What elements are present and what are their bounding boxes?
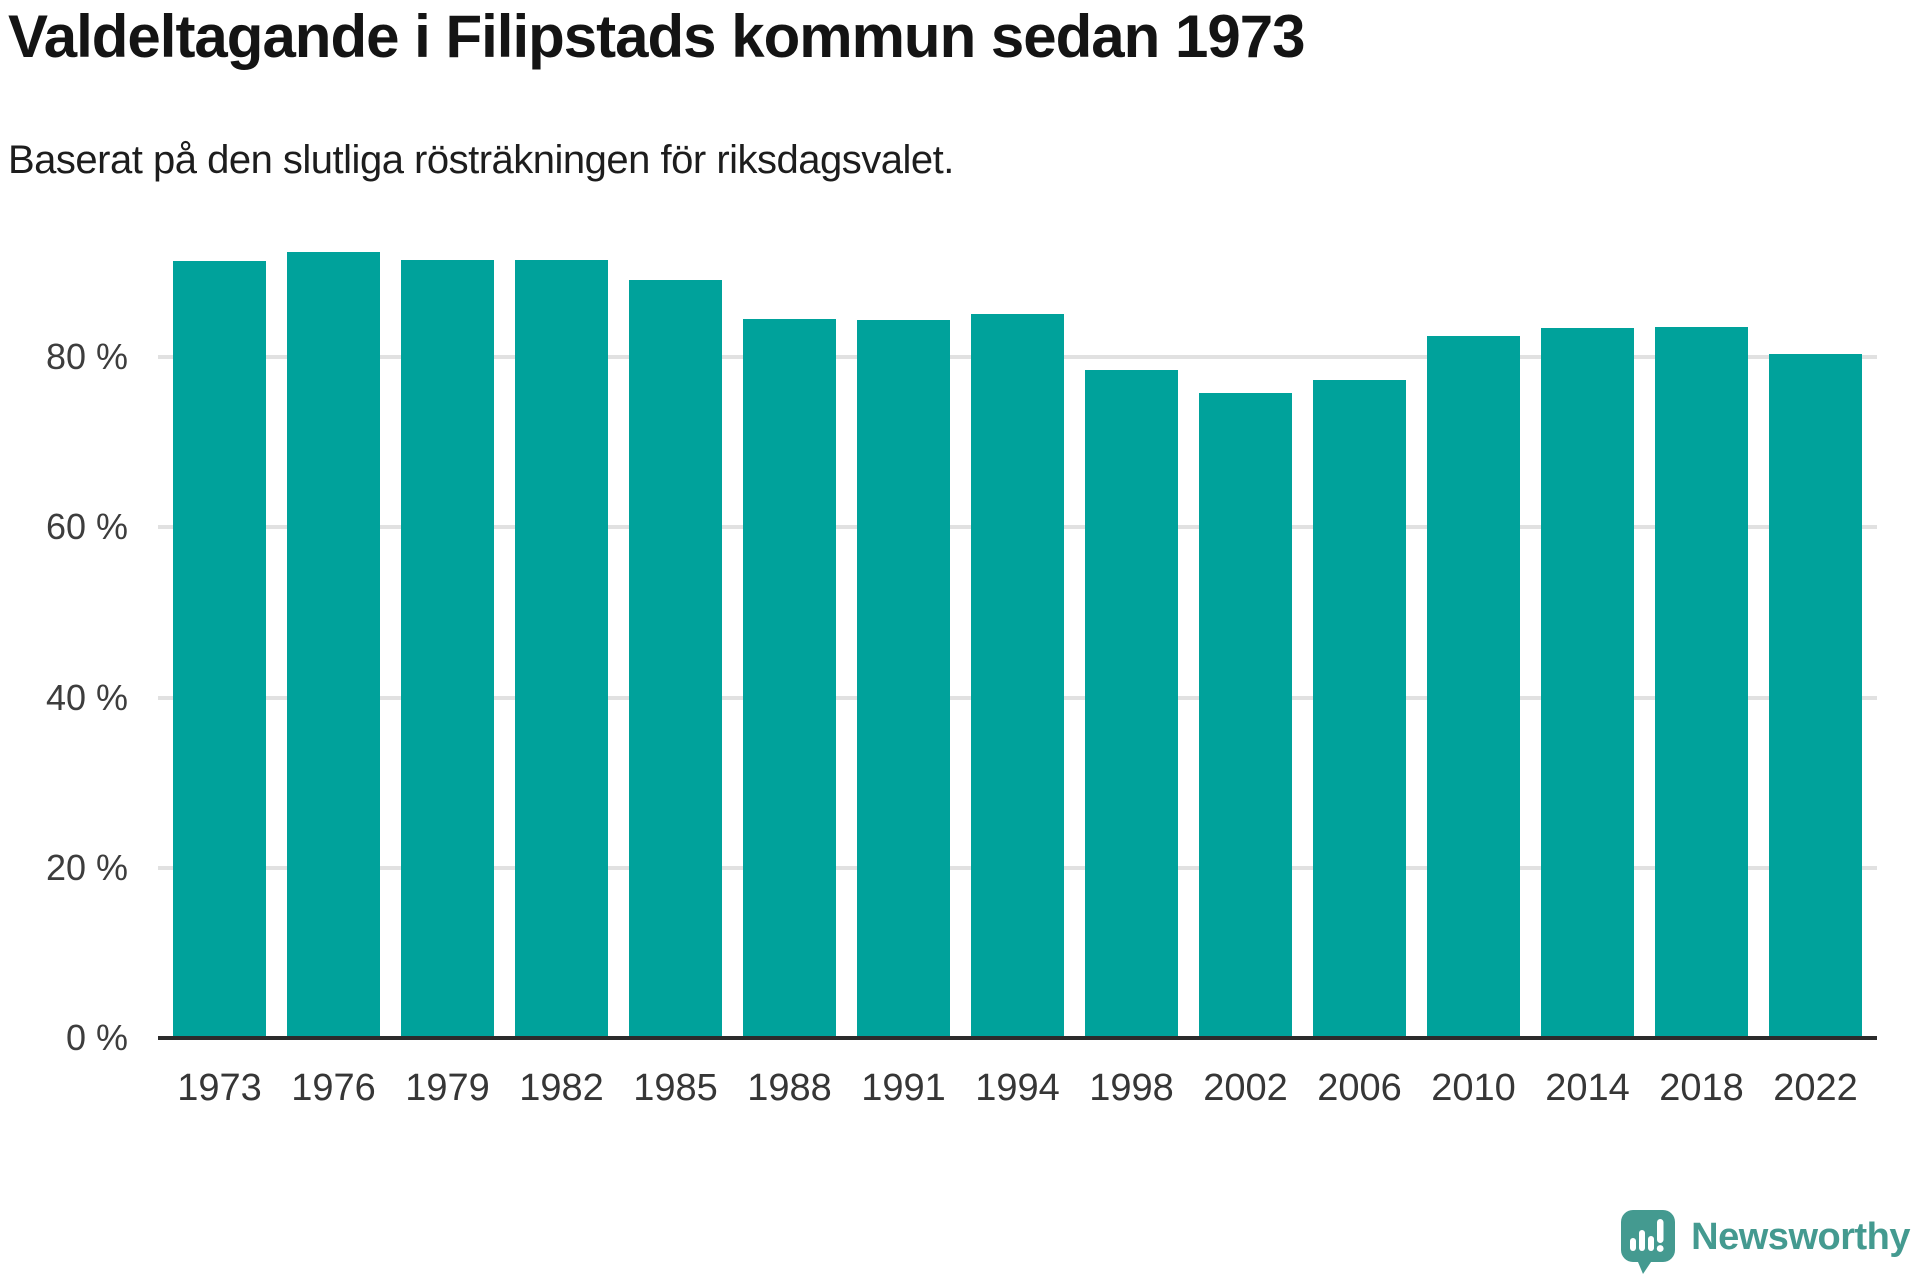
x-tick-label-2018: 2018	[1659, 1067, 1744, 1109]
x-tick-label-1982: 1982	[519, 1067, 604, 1109]
bar-1976	[287, 251, 380, 1038]
bar-2010	[1427, 335, 1520, 1038]
bar-chart-plot-area: 0 % 20 % 40 % 60 % 80 % 1973 1976 1979 1982 1985 1…	[46, 187, 1877, 1109]
bar-1991	[857, 319, 950, 1038]
bar-2014	[1541, 328, 1634, 1038]
x-tick-label-1985: 1985	[633, 1067, 718, 1109]
x-tick-label-1976: 1976	[291, 1067, 376, 1109]
bar-1973	[173, 261, 266, 1038]
bar-2022	[1769, 353, 1862, 1038]
y-tick-label-60: 60 %	[45, 506, 128, 548]
bar-2018	[1655, 326, 1748, 1038]
bar-1998	[1085, 369, 1178, 1038]
logo-exclamation-dot	[1656, 1245, 1664, 1252]
x-tick-label-1979: 1979	[405, 1067, 490, 1109]
bar-1994	[971, 313, 1064, 1038]
chart-title: Valdeltagande i Filipstads kommun sedan …	[8, 3, 1305, 70]
newsworthy-logo-text: Newsworthy	[1691, 1215, 1910, 1258]
x-tick-label-2002: 2002	[1203, 1067, 1288, 1109]
x-tick-label-2010: 2010	[1431, 1067, 1516, 1109]
newsworthy-speech-bubble-bar-chart-icon	[1621, 1210, 1676, 1274]
bar-2006	[1313, 380, 1406, 1038]
bar-1982	[515, 260, 608, 1038]
x-tick-label-1988: 1988	[747, 1067, 832, 1109]
y-tick-label-20: 20 %	[45, 846, 128, 888]
x-axis-line	[158, 1036, 1877, 1040]
chart-subtitle: Baserat på den slutliga rösträkningen fö…	[8, 138, 954, 182]
x-tick-label-1998: 1998	[1089, 1067, 1174, 1109]
x-tick-label-1994: 1994	[975, 1067, 1060, 1109]
logo-mini-bar-2	[1639, 1230, 1646, 1251]
logo-mini-bar-3	[1648, 1236, 1655, 1251]
logo-mini-bar-1	[1630, 1238, 1637, 1251]
newsworthy-logo: Newsworthy	[1621, 1210, 1910, 1274]
bar-1985	[629, 279, 722, 1038]
bar-1988	[743, 318, 836, 1038]
x-tick-label-1991: 1991	[861, 1067, 946, 1109]
x-tick-label-1973: 1973	[177, 1067, 262, 1109]
x-tick-label-2022: 2022	[1773, 1067, 1858, 1109]
x-tick-label-2006: 2006	[1317, 1067, 1402, 1109]
logo-exclamation-stem	[1657, 1219, 1664, 1243]
y-tick-label-80: 80 %	[45, 336, 128, 378]
bar-2002	[1199, 392, 1292, 1038]
y-tick-label-0: 0 %	[65, 1017, 128, 1058]
bar-1979	[401, 260, 494, 1038]
x-tick-label-2014: 2014	[1545, 1067, 1630, 1109]
y-tick-label-40: 40 %	[45, 676, 128, 718]
